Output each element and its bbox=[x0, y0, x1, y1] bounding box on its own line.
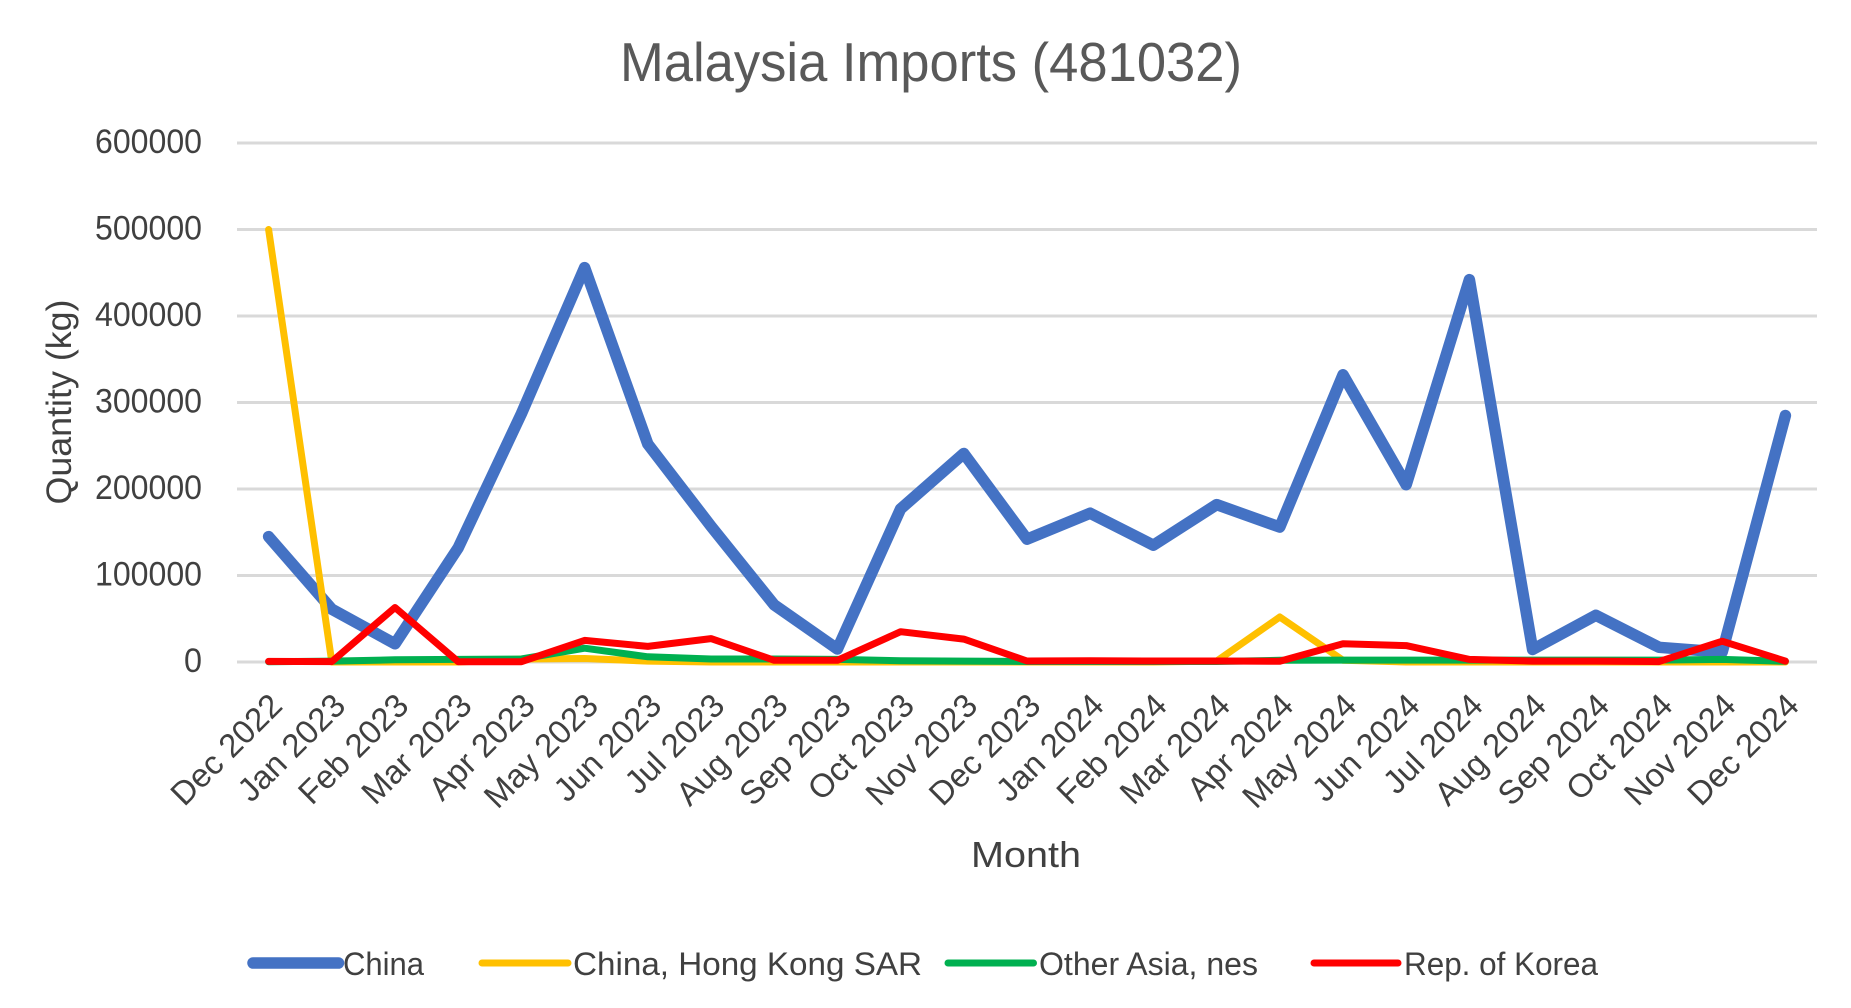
svg-text:Month: Month bbox=[971, 834, 1081, 875]
svg-text:600000: 600000 bbox=[95, 123, 202, 161]
svg-text:China, Hong Kong SAR: China, Hong Kong SAR bbox=[573, 946, 922, 982]
svg-text:China: China bbox=[343, 946, 424, 982]
svg-text:Other Asia, nes: Other Asia, nes bbox=[1039, 946, 1258, 982]
svg-text:Malaysia Imports (481032): Malaysia Imports (481032) bbox=[620, 31, 1242, 93]
svg-text:300000: 300000 bbox=[95, 382, 202, 420]
svg-text:Rep. of Korea: Rep. of Korea bbox=[1404, 946, 1598, 982]
svg-text:Quantity (kg): Quantity (kg) bbox=[40, 300, 79, 505]
svg-text:100000: 100000 bbox=[95, 555, 202, 593]
svg-text:200000: 200000 bbox=[95, 469, 202, 507]
svg-text:500000: 500000 bbox=[95, 209, 202, 247]
svg-text:400000: 400000 bbox=[95, 296, 202, 334]
svg-text:0: 0 bbox=[184, 642, 202, 680]
